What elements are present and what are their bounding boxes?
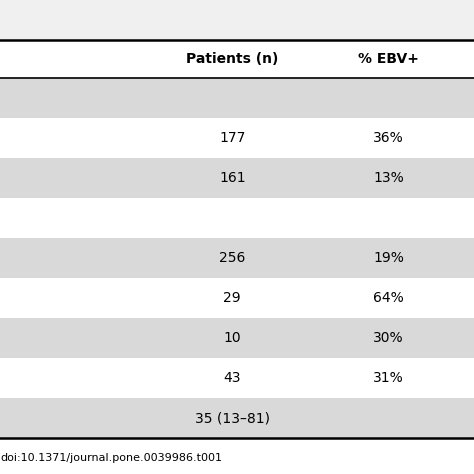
Text: 10: 10	[223, 331, 241, 346]
Text: 31%: 31%	[374, 372, 404, 385]
Bar	[0, 319, 474, 358]
Text: 43: 43	[224, 372, 241, 385]
Bar	[0, 158, 474, 198]
Text: 30%: 30%	[374, 331, 404, 346]
Text: 161: 161	[219, 171, 246, 185]
Text: 177: 177	[219, 131, 246, 145]
Text: 36%: 36%	[374, 131, 404, 145]
Bar	[0, 78, 474, 118]
Text: 64%: 64%	[374, 292, 404, 305]
Text: doi:10.1371/journal.pone.0039986.t001: doi:10.1371/journal.pone.0039986.t001	[0, 453, 222, 463]
Bar	[0, 0, 474, 40]
Text: 19%: 19%	[373, 251, 404, 265]
Bar	[0, 238, 474, 278]
Text: 13%: 13%	[374, 171, 404, 185]
Text: 29: 29	[223, 292, 241, 305]
Text: Patients (n): Patients (n)	[186, 52, 278, 66]
Text: % EBV+: % EBV+	[358, 52, 419, 66]
Bar	[0, 399, 474, 438]
Text: 256: 256	[219, 251, 246, 265]
Text: 35 (13–81): 35 (13–81)	[195, 411, 270, 426]
